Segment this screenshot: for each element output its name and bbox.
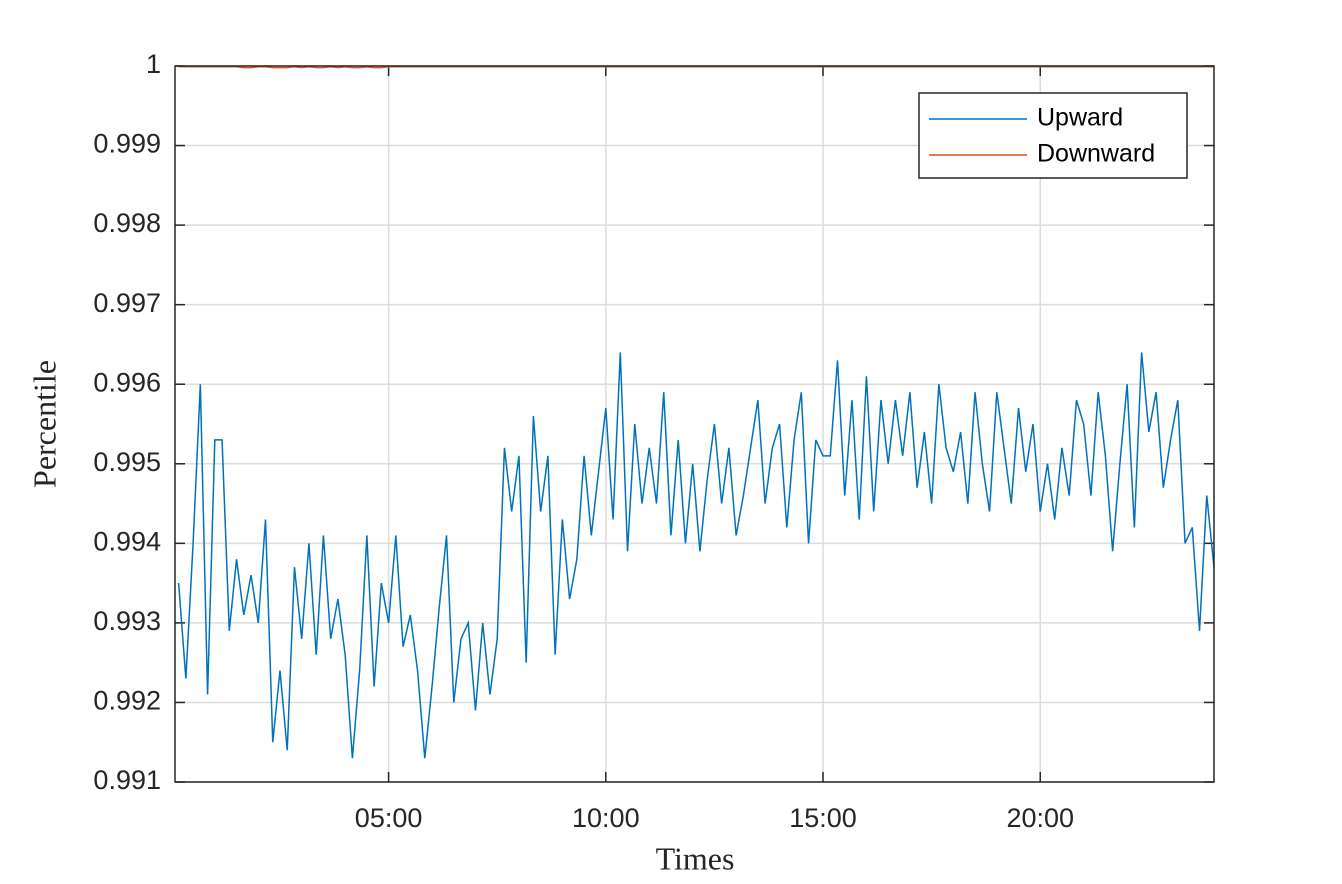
x-tick-label: 20:00 <box>1006 803 1074 833</box>
x-tick-label: 10:00 <box>572 803 640 833</box>
data-line <box>177 352 1215 759</box>
x-tick-label: 15:00 <box>789 803 857 833</box>
y-axis-label: Percentile <box>26 360 62 488</box>
legend-box <box>918 92 1188 179</box>
legend-label: Upward <box>1037 104 1123 132</box>
y-tick-label: 0.996 <box>93 367 161 397</box>
y-tick-label: 1 <box>146 49 161 79</box>
y-tick-label: 0.991 <box>93 765 161 795</box>
data-line <box>178 66 1214 69</box>
y-tick-label: 0.992 <box>93 686 161 716</box>
y-tick-label: 0.998 <box>93 208 161 238</box>
x-tick-label: 05:00 <box>355 803 423 833</box>
y-tick-label: 0.999 <box>93 129 161 159</box>
y-tick-label: 0.997 <box>93 288 161 318</box>
x-axis-label: Times <box>656 840 735 876</box>
axes-box <box>174 65 1215 783</box>
legend-label: Downward <box>1037 140 1155 168</box>
y-tick-label: 0.995 <box>93 447 161 477</box>
y-tick-label: 0.993 <box>93 606 161 636</box>
y-tick-label: 0.994 <box>93 526 161 556</box>
